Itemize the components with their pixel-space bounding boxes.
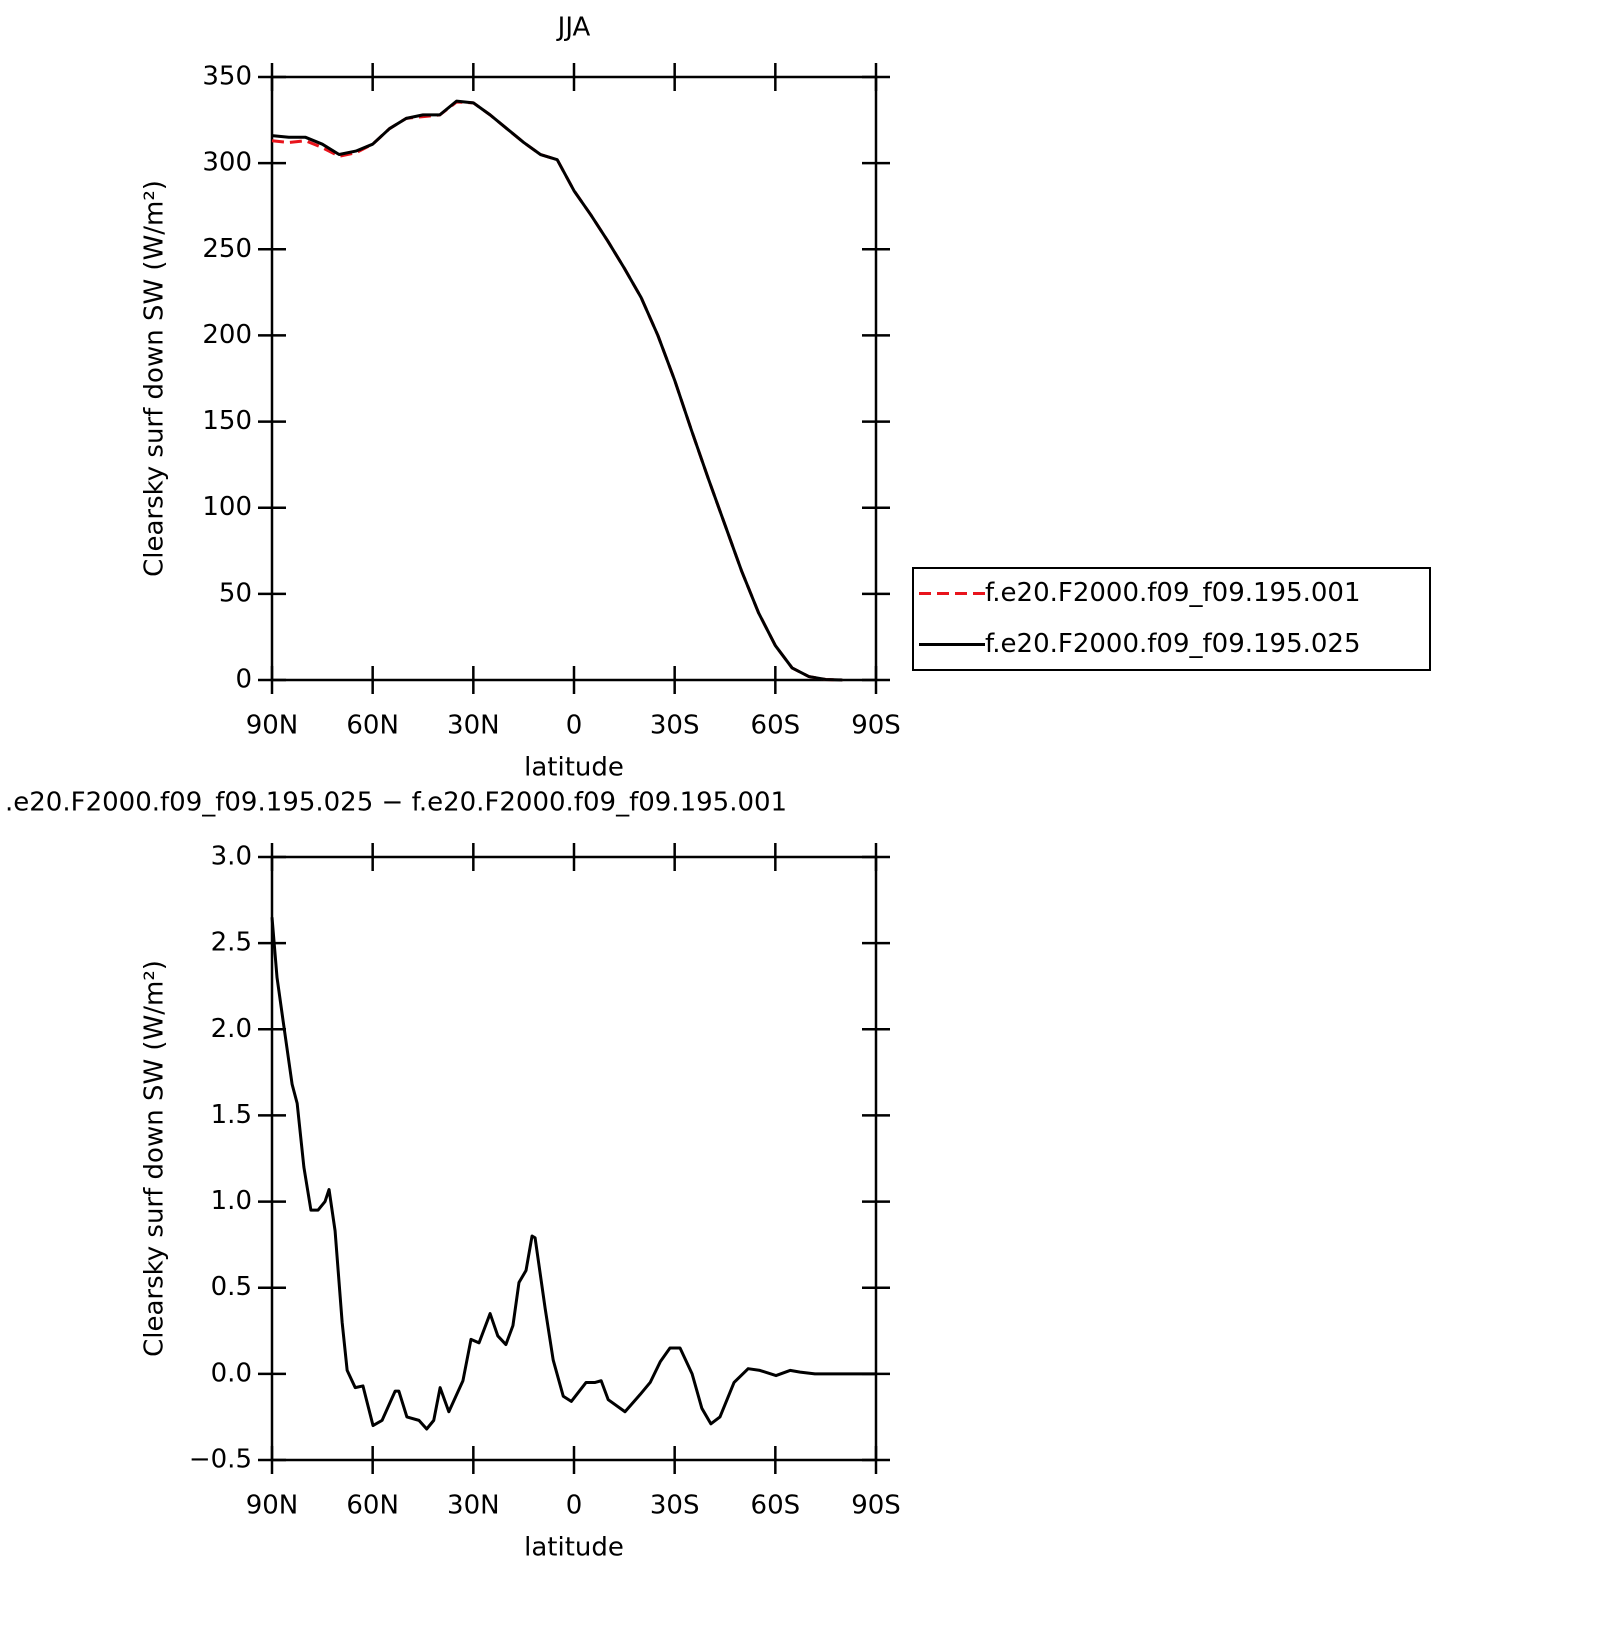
legend-label: f.e20.F2000.f09_f09.195.001	[985, 578, 1361, 608]
y-tick-label: 50	[219, 578, 252, 608]
x-axis-label: latitude	[524, 1533, 624, 1563]
x-tick-label: 0	[566, 1491, 583, 1521]
chart-title: .e20.F2000.f09_f09.195.025 − f.e20.F2000…	[5, 788, 787, 818]
x-tick-label: 60N	[346, 711, 399, 741]
plot-frame	[270, 855, 878, 1462]
x-tick-label: 30N	[447, 1491, 500, 1521]
x-tick-label: 90S	[851, 711, 901, 741]
x-tick-label: 60S	[751, 1491, 801, 1521]
y-tick-label: 2.5	[211, 928, 252, 958]
y-axis-label: Clearsky surf down SW (W/m²)	[140, 180, 170, 577]
x-tick-label: 30S	[650, 711, 700, 741]
y-tick-label: 200	[202, 320, 252, 350]
x-tick-label: 60N	[346, 1491, 399, 1521]
y-tick-label: 0	[235, 665, 252, 695]
data-line	[270, 917, 876, 1431]
y-tick-label: 350	[202, 62, 252, 92]
y-tick-label: 100	[202, 492, 252, 522]
y-tick-label: 0.0	[211, 1358, 252, 1388]
x-tick-label: 0	[566, 711, 583, 741]
x-axis-label: latitude	[524, 753, 624, 783]
x-tick-label: 30N	[447, 711, 500, 741]
y-tick-label: 0.5	[211, 1272, 252, 1302]
legend-box	[912, 567, 1431, 671]
y-tick-label: 2.0	[211, 1014, 252, 1044]
y-tick-label: 250	[202, 234, 252, 264]
x-tick-label: 90N	[246, 711, 299, 741]
y-tick-label: −0.5	[189, 1445, 252, 1475]
y-tick-label: 1.0	[211, 1186, 252, 1216]
y-tick-label: 1.5	[211, 1100, 252, 1130]
data-line	[271, 100, 843, 682]
data-line	[271, 99, 843, 682]
legend-label: f.e20.F2000.f09_f09.195.025	[985, 629, 1361, 659]
y-axis-label: Clearsky surf down SW (W/m²)	[140, 960, 170, 1357]
x-tick-label: 60S	[751, 711, 801, 741]
chart-title: JJA	[556, 13, 591, 43]
x-tick-label: 90N	[246, 1491, 299, 1521]
x-tick-label: 30S	[650, 1491, 700, 1521]
y-tick-label: 300	[202, 148, 252, 178]
plot-frame	[270, 75, 878, 682]
y-tick-label: 3.0	[211, 842, 252, 872]
y-tick-label: 150	[202, 406, 252, 436]
x-tick-label: 90S	[851, 1491, 901, 1521]
